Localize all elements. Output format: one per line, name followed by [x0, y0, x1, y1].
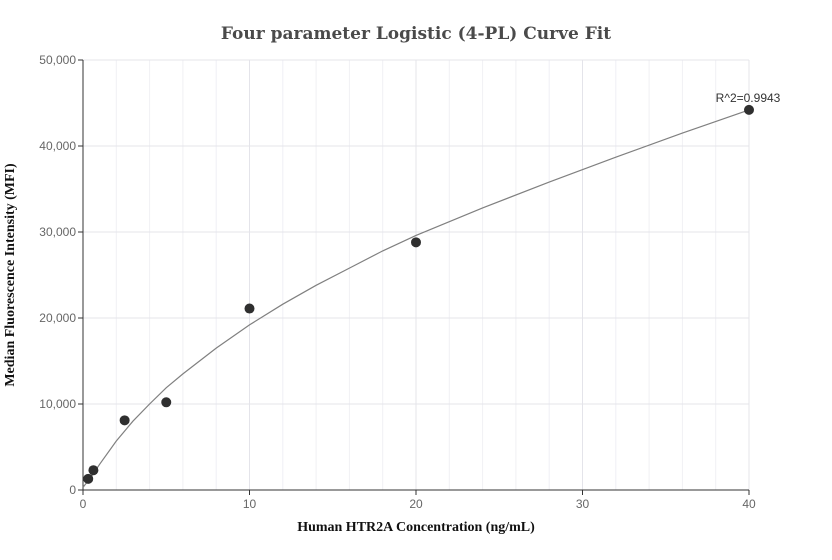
data-points — [83, 104, 754, 484]
annotations: R^2=0.9943 — [716, 91, 781, 105]
data-point — [161, 397, 172, 408]
x-tick-label: 0 — [80, 497, 87, 511]
x-axis-title: Human HTR2A Concentration (ng/mL) — [297, 520, 535, 535]
data-point — [411, 237, 421, 248]
x-tick-label: 30 — [576, 497, 590, 511]
data-point — [119, 415, 130, 426]
fit-curve — [82, 109, 750, 488]
y-tick-label: 0 — [69, 483, 76, 497]
y-tick-label: 40,000 — [39, 139, 76, 153]
data-point — [744, 104, 754, 115]
x-tick-label: 20 — [409, 497, 423, 511]
r-squared-annotation: R^2=0.9943 — [716, 91, 781, 105]
data-point — [88, 465, 99, 476]
fit-curve-layer — [82, 109, 750, 488]
y-tick-label: 50,000 — [39, 53, 76, 67]
y-tick-label: 20,000 — [39, 311, 76, 325]
data-point — [83, 473, 94, 484]
y-tick-label: 30,000 — [39, 225, 76, 239]
chart-title: Four parameter Logistic (4-PL) Curve Fit — [221, 24, 611, 44]
y-tick-label: 10,000 — [39, 397, 76, 411]
x-tick-label: 40 — [742, 497, 756, 511]
data-point — [244, 303, 255, 314]
x-tick-label: 10 — [243, 497, 257, 511]
gridlines — [83, 59, 750, 490]
y-axis-ticks: 0 10,000 20,000 30,000 40,000 50,000 — [39, 53, 83, 497]
x-axis-ticks: 0 10 20 30 40 — [80, 490, 756, 511]
y-axis-title: Median Fluorescence Intensity (MFI) — [3, 163, 18, 387]
